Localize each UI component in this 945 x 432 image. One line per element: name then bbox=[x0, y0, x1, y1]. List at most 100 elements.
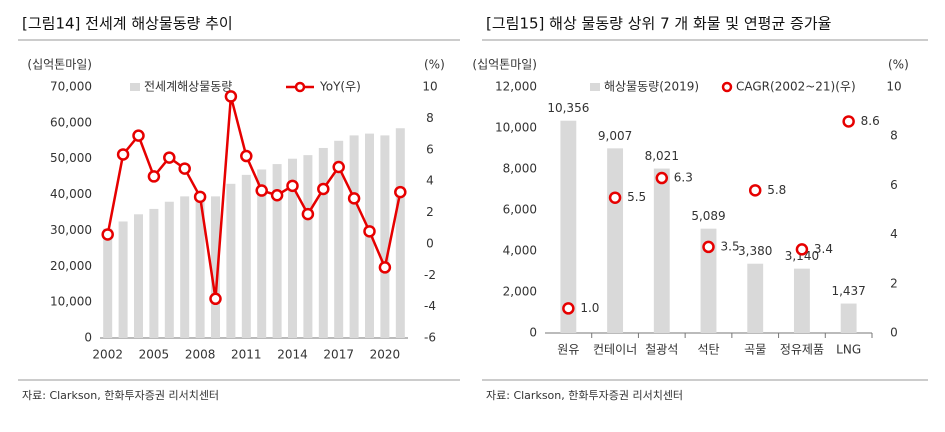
marker bbox=[147, 170, 161, 183]
data-label: 9,007 bbox=[598, 129, 632, 143]
marker bbox=[608, 191, 622, 204]
legend-label: 전세계해상물동량 bbox=[144, 80, 232, 94]
x-tick-label: LNG bbox=[836, 343, 861, 357]
y-tick-label: 10,000 bbox=[495, 121, 537, 135]
y2-tick-label: 6 bbox=[426, 142, 434, 156]
legend-swatch bbox=[721, 81, 733, 93]
bar bbox=[560, 120, 577, 334]
data-label: 5.8 bbox=[767, 183, 786, 197]
bar bbox=[395, 128, 405, 338]
y-axis-label: (십억톤마일) bbox=[27, 58, 92, 72]
y-tick-label: 30,000 bbox=[50, 223, 92, 237]
bar bbox=[257, 169, 267, 338]
marker bbox=[101, 228, 114, 241]
marker bbox=[255, 184, 268, 197]
y-tick-label: 60,000 bbox=[50, 115, 92, 129]
data-label: 10,356 bbox=[547, 101, 589, 115]
x-tick-label: 정유제품 bbox=[780, 343, 824, 357]
data-label: 8,021 bbox=[645, 149, 679, 163]
data-label: 3,140 bbox=[785, 249, 819, 263]
y2-tick-label: 4 bbox=[890, 227, 898, 241]
y2-tick-label: 10 bbox=[886, 80, 901, 94]
marker bbox=[347, 192, 361, 205]
legend-swatch bbox=[590, 83, 600, 91]
marker bbox=[240, 149, 253, 163]
marker bbox=[132, 129, 145, 142]
data-label: 3.5 bbox=[721, 239, 740, 253]
x-tick-label: 컨테이너 bbox=[593, 343, 637, 357]
data-label: 5,089 bbox=[691, 209, 725, 223]
y2-tick-label: -6 bbox=[424, 331, 436, 345]
y2-tick-label: 8 bbox=[890, 129, 898, 143]
bar bbox=[318, 147, 328, 338]
legend-label: CAGR(2002~21)(우) bbox=[736, 80, 856, 94]
bar bbox=[700, 228, 717, 333]
data-label: 3.4 bbox=[814, 242, 833, 256]
data-label: 5.5 bbox=[627, 190, 646, 204]
y2-tick-label: 0 bbox=[890, 326, 898, 340]
chart-title: [그림15] 해상 물동량 상위 7 개 화물 및 연평균 증가율 bbox=[486, 15, 831, 33]
bar bbox=[118, 221, 128, 338]
legend-label: 해상물동량(2019) bbox=[604, 80, 699, 94]
bar bbox=[272, 164, 282, 338]
marker bbox=[332, 160, 345, 174]
source: 자료: Clarkson, 한화투자증권 리서치센터 bbox=[22, 389, 219, 402]
bar bbox=[134, 214, 143, 338]
y2-tick-label: 6 bbox=[890, 178, 898, 192]
y-tick-label: 40,000 bbox=[50, 187, 92, 201]
y2-tick-label: 2 bbox=[890, 276, 898, 290]
x-tick-label: 석탄 bbox=[697, 343, 719, 357]
marker bbox=[378, 261, 392, 274]
x-tick-label: 철광석 bbox=[645, 343, 678, 357]
x-tick-label: 2005 bbox=[139, 348, 170, 362]
marker bbox=[116, 148, 130, 161]
bar bbox=[793, 268, 810, 333]
y-tick-label: 4,000 bbox=[503, 244, 537, 258]
bar bbox=[149, 208, 159, 338]
marker bbox=[795, 243, 809, 256]
bar bbox=[349, 135, 359, 338]
marker bbox=[224, 90, 238, 103]
y-tick-label: 0 bbox=[84, 331, 92, 345]
x-tick-label: 2002 bbox=[92, 348, 123, 362]
bar bbox=[164, 201, 174, 338]
marker bbox=[562, 302, 575, 315]
y-tick-label: 2,000 bbox=[503, 285, 537, 299]
marker bbox=[163, 151, 176, 164]
y-tick-label: 8,000 bbox=[503, 162, 537, 176]
data-label: 1,437 bbox=[831, 284, 865, 298]
marker bbox=[317, 182, 330, 196]
marker bbox=[209, 292, 222, 306]
source: 자료: Clarkson, 한화투자증권 리서치센터 bbox=[486, 389, 683, 402]
data-label: 8.6 bbox=[861, 114, 880, 128]
bar bbox=[653, 168, 670, 333]
y-tick-label: 0 bbox=[529, 326, 537, 340]
y-tick-label: 20,000 bbox=[50, 259, 92, 273]
chart-title: [그림14] 전세계 해상물동량 추이 bbox=[22, 15, 233, 33]
y-tick-label: 70,000 bbox=[50, 80, 92, 94]
x-tick-label: 2017 bbox=[323, 348, 354, 362]
y2-tick-label: 10 bbox=[422, 80, 437, 94]
marker bbox=[301, 207, 315, 221]
y-axis-label: (십억톤마일) bbox=[472, 58, 537, 72]
marker bbox=[702, 240, 715, 254]
y-tick-label: 12,000 bbox=[495, 80, 537, 94]
y-tick-label: 10,000 bbox=[50, 295, 92, 309]
bar bbox=[180, 196, 190, 338]
x-tick-label: 곡물 bbox=[744, 343, 766, 357]
y2-tick-label: -2 bbox=[424, 268, 436, 282]
y2-tick-label: 0 bbox=[426, 236, 434, 250]
y2-axis-label: (%) bbox=[888, 58, 909, 72]
marker bbox=[748, 184, 762, 197]
y-tick-label: 50,000 bbox=[50, 151, 92, 165]
y-tick-label: 6,000 bbox=[503, 203, 537, 217]
data-label: 1.0 bbox=[580, 301, 599, 315]
marker bbox=[178, 162, 191, 175]
marker bbox=[842, 115, 855, 128]
marker bbox=[286, 179, 299, 193]
bar bbox=[226, 183, 236, 338]
bar bbox=[303, 155, 313, 338]
x-tick-label: 2011 bbox=[231, 348, 262, 362]
bar bbox=[241, 174, 251, 338]
